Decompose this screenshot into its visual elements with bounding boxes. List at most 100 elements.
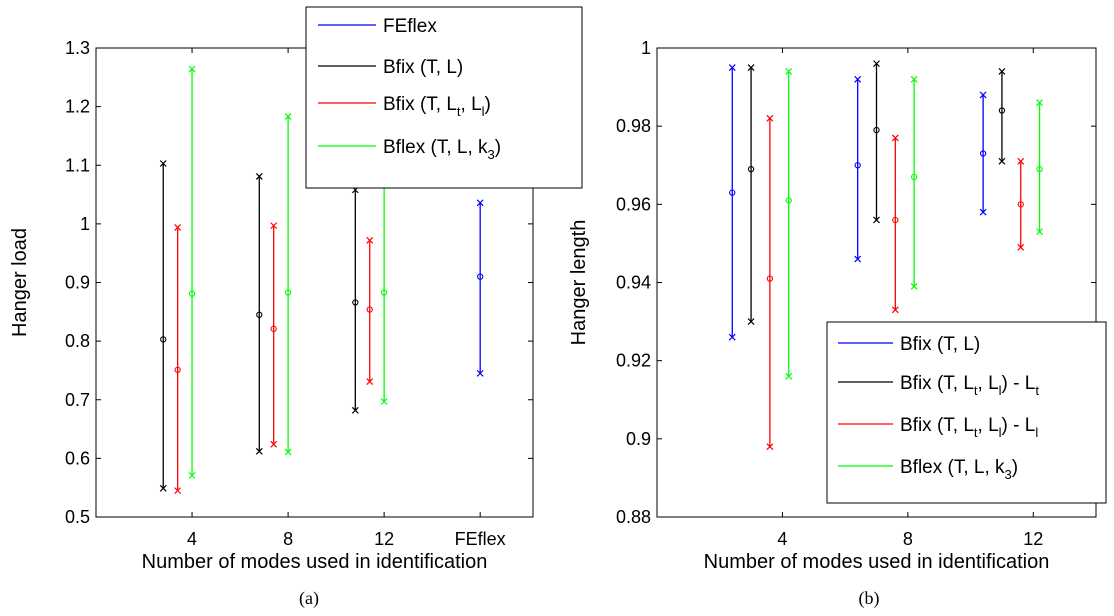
y-tick-label: 0.9 (626, 429, 651, 449)
legend-entry: Bfix (T, Lt, Ll) (383, 94, 491, 119)
x-marker (476, 199, 484, 207)
center-marker (1036, 166, 1043, 173)
x-marker (910, 282, 918, 290)
x-marker (747, 64, 755, 71)
legend-entry: Bfix (T, Lt, Ll) - Lt (900, 373, 1039, 398)
y-tick-label: 0.94 (616, 273, 651, 293)
y-tick-label: 0.96 (616, 194, 651, 214)
legend-text-part: Bfix (T, L) (383, 57, 463, 78)
x-marker (366, 236, 374, 244)
legend-subscript: t (457, 104, 461, 119)
x-tick-label: 12 (1023, 529, 1043, 549)
panel-caption: (b) (859, 588, 880, 609)
x-marker (873, 216, 880, 224)
x-tick-label: 8 (283, 529, 293, 549)
y-axis-title: Hanger load (9, 228, 31, 337)
legend-text-part: Bfix (T, L (383, 94, 457, 115)
y-tick-label: 0.88 (616, 507, 651, 527)
x-tick-label: 12 (374, 529, 394, 549)
x-marker (998, 157, 1006, 165)
center-marker (747, 166, 755, 173)
center-marker (998, 107, 1006, 114)
y-tick-label: 0.98 (616, 116, 651, 136)
x-marker (270, 222, 278, 230)
y-tick-label: 1.3 (65, 38, 90, 58)
x-marker (159, 484, 167, 492)
x-marker (998, 68, 1006, 75)
center-marker (873, 126, 880, 134)
y-tick-label: 1 (80, 214, 90, 234)
y-tick-label: 0.5 (65, 507, 90, 527)
x-marker (873, 60, 880, 68)
y-tick-label: 1.2 (65, 97, 90, 117)
legend-subscript: l (999, 425, 1002, 440)
center-marker (380, 289, 388, 296)
x-marker (284, 113, 292, 121)
x-marker (255, 172, 263, 180)
center-marker (785, 197, 792, 204)
center-marker (1017, 201, 1024, 208)
x-marker (351, 406, 359, 414)
x-marker (1017, 157, 1025, 165)
legend-text-part: ) - L (1002, 373, 1036, 394)
legend-subscript: l (482, 104, 485, 119)
center-marker (477, 273, 484, 280)
x-marker (785, 372, 793, 380)
y-tick-label: 0.9 (65, 273, 90, 293)
legend-box (305, 6, 583, 189)
legend-text-part: Bflex (T, L, k (383, 137, 488, 158)
legend-entry: Bfix (T, L) (383, 57, 463, 78)
legend-subscript: l (999, 383, 1002, 398)
x-marker (284, 448, 292, 456)
x-marker (380, 398, 388, 405)
center-marker (160, 336, 167, 343)
center-marker (270, 325, 277, 332)
legend-text-part: FEflex (383, 16, 437, 37)
center-marker (766, 275, 774, 282)
y-tick-label: 1.1 (65, 155, 90, 175)
legend-entry: Bfix (T, Lt, Ll) - Ll (900, 415, 1038, 440)
legend-text-part: , L (461, 94, 482, 115)
center-marker (729, 189, 736, 196)
legend-entry: Bflex (T, L, k3) (900, 457, 1018, 482)
legend-subscript: t (1035, 383, 1039, 398)
x-marker (910, 75, 918, 83)
center-marker (366, 306, 373, 313)
x-marker (1036, 99, 1043, 107)
x-marker (270, 440, 278, 448)
legend-subscript: l (1035, 425, 1038, 440)
legend-text-part: Bfix (T, L (900, 373, 974, 394)
legend-text-part: Bfix (T, L (900, 415, 974, 436)
x-marker (159, 160, 167, 167)
x-marker (766, 443, 774, 451)
legend-entry: Bflex (T, L, k3) (383, 137, 501, 162)
x-marker (747, 318, 755, 326)
center-marker (188, 290, 196, 297)
legend-subscript: 3 (488, 147, 495, 162)
x-axis-title: Number of modes used in identification (704, 551, 1050, 573)
legend-text-part: Bfix (T, L) (900, 334, 980, 355)
x-tick-label: FEflex (455, 529, 506, 549)
y-tick-label: 0.8 (65, 331, 90, 351)
x-marker (366, 378, 374, 386)
x-marker (188, 471, 196, 479)
y-tick-label: 0.6 (65, 448, 90, 468)
y-axis-title: Hanger length (568, 220, 590, 346)
x-marker (891, 306, 899, 314)
center-marker (979, 150, 987, 157)
x-marker (476, 369, 484, 377)
x-marker (891, 134, 899, 142)
legend-entry: Bfix (T, L) (900, 334, 980, 355)
legend-subscript: t (974, 425, 978, 440)
legend-text-part: ) (1012, 457, 1018, 478)
x-tick-label: 8 (903, 529, 913, 549)
x-marker (766, 114, 774, 122)
x-marker (785, 68, 793, 75)
center-marker (910, 173, 918, 181)
center-marker (174, 366, 181, 374)
y-tick-label: 0.92 (616, 351, 651, 371)
legend-text-part: ) - L (1002, 415, 1036, 436)
